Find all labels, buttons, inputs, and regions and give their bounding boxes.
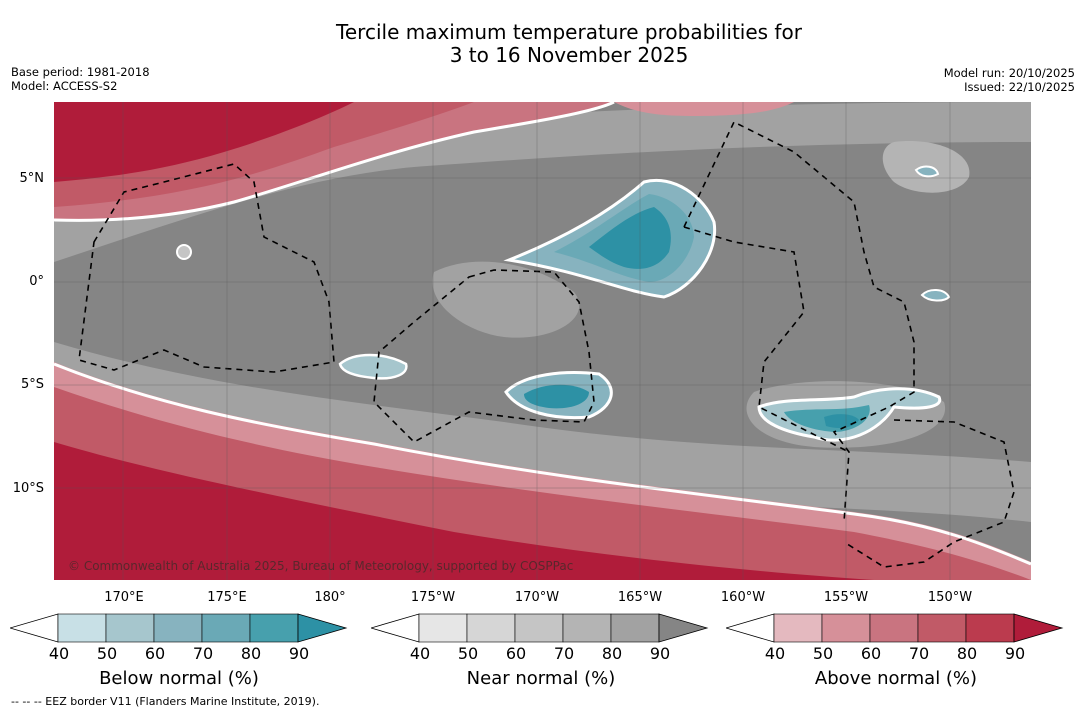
colorbar-below-normal bbox=[10, 613, 348, 643]
tick: 70 bbox=[908, 644, 930, 663]
eez-borders bbox=[78, 120, 1015, 568]
tick: 60 bbox=[144, 644, 166, 663]
tick: 60 bbox=[505, 644, 527, 663]
colorbar-segment bbox=[821, 613, 871, 643]
lon-label: 160°W bbox=[720, 590, 766, 605]
colorbar-extend-high bbox=[297, 613, 348, 643]
tick: 60 bbox=[860, 644, 882, 663]
below-normal-south-central bbox=[504, 371, 613, 420]
colorbar-segment bbox=[965, 613, 1015, 643]
title-line-2: 3 to 16 November 2025 bbox=[449, 43, 689, 67]
colorbar-extend-low bbox=[371, 613, 420, 643]
lat-label-5n: 5°N bbox=[19, 171, 45, 186]
colorbar-segment bbox=[869, 613, 919, 643]
title-line-1: Tercile maximum temperature probabilitie… bbox=[336, 20, 802, 44]
tick: 70 bbox=[192, 644, 214, 663]
lon-label: 175°W bbox=[410, 590, 456, 605]
tick: 40 bbox=[409, 644, 431, 663]
lon-label: 150°W bbox=[927, 590, 973, 605]
meta-right: Model run: 20/10/2025 Issued: 22/10/2025 bbox=[944, 66, 1075, 94]
colorbar-label-near: Near normal (%) bbox=[466, 668, 616, 689]
above-normal-north-right bbox=[614, 102, 794, 116]
lon-label: 165°W bbox=[617, 590, 663, 605]
colorbar-segment bbox=[153, 613, 203, 643]
colorbar-segment bbox=[201, 613, 251, 643]
tick: 50 bbox=[457, 644, 479, 663]
probability-map bbox=[54, 102, 1031, 580]
tick: 70 bbox=[553, 644, 575, 663]
colorbar-above-normal bbox=[726, 613, 1064, 643]
island-patch bbox=[176, 244, 192, 260]
tick: 90 bbox=[1004, 644, 1026, 663]
graticule bbox=[54, 102, 1031, 580]
colorbar-segment bbox=[514, 613, 564, 643]
near-normal-band-south bbox=[54, 342, 1031, 522]
colorbar-segment bbox=[917, 613, 967, 643]
below-normal-west bbox=[338, 353, 408, 380]
colorbar-label-below: Below normal (%) bbox=[99, 668, 259, 689]
colorbar-label-above: Above normal (%) bbox=[814, 668, 978, 689]
near-normal-patch bbox=[432, 261, 580, 338]
lat-label-0: 0° bbox=[29, 274, 44, 289]
below-normal-small-patch bbox=[914, 165, 940, 178]
issued-date: Issued: 22/10/2025 bbox=[964, 80, 1075, 94]
colorbar-extend-low bbox=[10, 613, 59, 643]
lon-label: 170°E bbox=[104, 590, 144, 605]
lon-label: 155°W bbox=[823, 590, 869, 605]
lat-label-5s: 5°S bbox=[20, 377, 44, 392]
tick: 80 bbox=[601, 644, 623, 663]
copyright-notice: © Commonwealth of Australia 2025, Bureau… bbox=[68, 559, 574, 573]
above-normal-south-inner bbox=[54, 442, 874, 580]
map-title: Tercile maximum temperature probabilitie… bbox=[0, 21, 1085, 67]
above-normal-north-inner bbox=[54, 102, 354, 182]
colorbar-extend-high bbox=[1013, 613, 1064, 643]
colorbar-segment bbox=[418, 613, 468, 643]
tick: 50 bbox=[812, 644, 834, 663]
tick: 80 bbox=[956, 644, 978, 663]
model-run: Model run: 20/10/2025 bbox=[943, 66, 1075, 80]
colorbar-segment bbox=[562, 613, 612, 643]
lon-label: 170°W bbox=[514, 590, 560, 605]
tick: 90 bbox=[288, 644, 310, 663]
lon-label: 175°E bbox=[207, 590, 247, 605]
colorbar-segment bbox=[610, 613, 660, 643]
colorbar-segment bbox=[466, 613, 516, 643]
white-contour-north bbox=[54, 102, 615, 222]
lat-label-10s: 10°S bbox=[12, 481, 44, 496]
colorbar-segment bbox=[57, 613, 107, 643]
tick: 90 bbox=[649, 644, 671, 663]
tick: 80 bbox=[240, 644, 262, 663]
colorbar-segment bbox=[249, 613, 299, 643]
tick: 40 bbox=[764, 644, 786, 663]
colorbar-near-normal bbox=[371, 613, 709, 643]
tick: 40 bbox=[48, 644, 70, 663]
below-normal-southeast bbox=[757, 387, 942, 442]
model-name: Model: ACCESS-S2 bbox=[11, 79, 118, 93]
colorbar-extend-high bbox=[658, 613, 709, 643]
colorbar-segment bbox=[773, 613, 823, 643]
below-normal-equatorial bbox=[503, 179, 717, 299]
white-contour-south bbox=[54, 362, 1031, 566]
below-normal-small-patch bbox=[920, 289, 951, 302]
eez-footnote: -- -- -- EEZ border V11 (Flanders Marine… bbox=[11, 695, 320, 708]
colorbar-extend-low bbox=[726, 613, 775, 643]
meta-left: Base period: 1981-2018 Model: ACCESS-S2 bbox=[11, 65, 150, 93]
colorbar-segment bbox=[105, 613, 155, 643]
tick: 50 bbox=[96, 644, 118, 663]
lon-label: 180° bbox=[314, 590, 346, 605]
base-period: Base period: 1981-2018 bbox=[11, 65, 150, 79]
